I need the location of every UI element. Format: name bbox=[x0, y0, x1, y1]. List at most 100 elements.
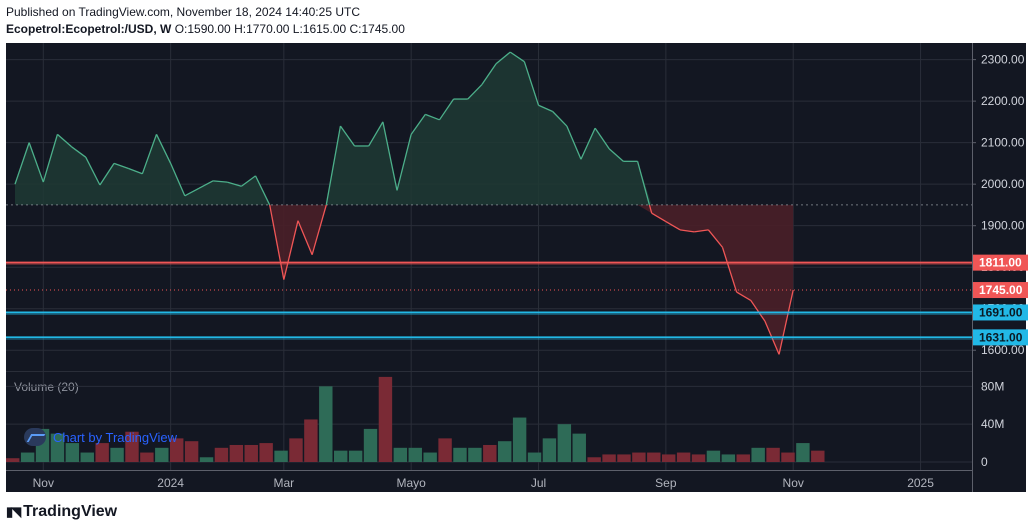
price-line-segment bbox=[170, 163, 186, 197]
volume-bar bbox=[662, 454, 676, 462]
price-line-segment bbox=[311, 204, 327, 255]
price-line-segment bbox=[184, 187, 200, 197]
x-tick-label: Nov bbox=[783, 476, 804, 490]
volume-bar bbox=[527, 452, 542, 462]
level-label: 1631.00 bbox=[979, 330, 1023, 344]
volume-bar bbox=[393, 447, 408, 462]
price-line-segment bbox=[368, 121, 384, 147]
volume-bar bbox=[50, 433, 65, 462]
volume-pane-label: Volume (20) bbox=[14, 380, 79, 394]
volume-bar bbox=[512, 417, 527, 462]
volume-tick-label: 40M bbox=[981, 417, 1004, 431]
volume-bar bbox=[259, 443, 273, 462]
volume-bar bbox=[334, 450, 348, 462]
volume-bar bbox=[796, 443, 810, 462]
watermark: Chart by TradingView bbox=[24, 428, 177, 446]
price-line-segment bbox=[523, 61, 540, 106]
volume-bar bbox=[542, 438, 557, 462]
price-line-segment bbox=[283, 220, 299, 280]
volume-bar bbox=[781, 452, 795, 462]
volume-bar bbox=[319, 386, 333, 462]
price-line-segment bbox=[425, 113, 440, 121]
volume-bar bbox=[155, 447, 169, 462]
volume-bar bbox=[602, 454, 616, 462]
price-line-segment bbox=[679, 229, 695, 233]
volume-bar bbox=[587, 457, 601, 462]
level-label-box bbox=[973, 254, 1028, 271]
price-line-segment bbox=[14, 142, 30, 185]
price-line-segment bbox=[566, 125, 582, 160]
price-line-segment bbox=[467, 84, 483, 100]
volume-bar bbox=[170, 438, 184, 462]
volume-bar bbox=[214, 447, 229, 462]
volume-bar bbox=[557, 424, 572, 462]
price-line-segment bbox=[227, 181, 242, 187]
volume-bar bbox=[572, 433, 586, 462]
price-line-segment bbox=[721, 247, 738, 293]
volume-bar bbox=[110, 447, 124, 462]
tradingview-cloud-icon bbox=[24, 428, 46, 446]
price-line-segment bbox=[297, 220, 313, 255]
price-line-segment bbox=[778, 289, 794, 355]
y-tick-label: 2100.00 bbox=[981, 136, 1025, 150]
price-line-segment bbox=[608, 148, 624, 162]
volume-bar bbox=[20, 452, 35, 462]
price-line-segment bbox=[665, 220, 681, 231]
price-line-segment bbox=[99, 163, 115, 186]
price-line-segment bbox=[495, 51, 511, 65]
volume-bar bbox=[125, 431, 139, 462]
x-tick-label: 2024 bbox=[157, 476, 184, 490]
tradingview-logo-icon: ▮◥ bbox=[6, 504, 21, 519]
published-line: Published on TradingView.com, November 1… bbox=[6, 5, 360, 19]
price-line-segment bbox=[438, 98, 455, 121]
volume-bar bbox=[6, 458, 20, 462]
area-below-baseline bbox=[15, 204, 794, 355]
level-label: 1691.00 bbox=[979, 305, 1023, 319]
volume-bar bbox=[348, 450, 363, 462]
volume-bar bbox=[751, 447, 765, 462]
price-line-segment bbox=[580, 127, 596, 160]
volume-bar bbox=[199, 457, 214, 462]
price-line-segment bbox=[736, 291, 752, 301]
price-line-segment bbox=[28, 142, 44, 183]
volume-bar bbox=[498, 441, 512, 462]
price-line-segment bbox=[254, 175, 271, 206]
volume-bar bbox=[736, 454, 750, 462]
price-line-segment bbox=[552, 111, 568, 127]
price-line-segment bbox=[707, 229, 723, 248]
price-line-segment bbox=[213, 180, 228, 183]
price-line-segment bbox=[127, 167, 143, 175]
x-tick-label: Sep bbox=[655, 476, 677, 490]
price-line-segment bbox=[198, 180, 214, 189]
x-tick-label: Mayo bbox=[397, 476, 427, 490]
volume-bar bbox=[647, 452, 661, 462]
level-label: 1811.00 bbox=[979, 256, 1022, 270]
x-tick-label: Nov bbox=[33, 476, 54, 490]
volume-bar bbox=[65, 443, 80, 462]
volume-bar bbox=[304, 419, 318, 462]
volume-bar bbox=[229, 444, 244, 462]
footer-brand-label: TradingView bbox=[23, 503, 118, 520]
volume-tick-label: 0 bbox=[981, 455, 988, 469]
volume-bar bbox=[468, 447, 482, 462]
footer-brand[interactable]: ▮◥ TradingView bbox=[6, 503, 117, 521]
volume-bar bbox=[184, 441, 199, 462]
volume-bar bbox=[617, 454, 631, 462]
level-label-box bbox=[973, 304, 1028, 321]
volume-bar bbox=[140, 452, 154, 462]
level-label: 1745.00 bbox=[979, 283, 1023, 297]
volume-bar bbox=[363, 428, 378, 462]
price-line-segment bbox=[113, 162, 129, 170]
volume-bar bbox=[676, 452, 691, 462]
price-line-segment bbox=[396, 134, 412, 191]
area-above-baseline bbox=[15, 52, 794, 205]
x-tick-label: 2025 bbox=[907, 476, 934, 490]
volume-bar bbox=[438, 438, 452, 462]
volume-bar bbox=[721, 454, 736, 462]
volume-bar bbox=[766, 447, 780, 462]
y-tick-label: 2200.00 bbox=[981, 94, 1025, 108]
price-line-segment bbox=[85, 156, 101, 186]
volume-bar bbox=[244, 444, 258, 462]
price-line-segment bbox=[57, 133, 73, 148]
